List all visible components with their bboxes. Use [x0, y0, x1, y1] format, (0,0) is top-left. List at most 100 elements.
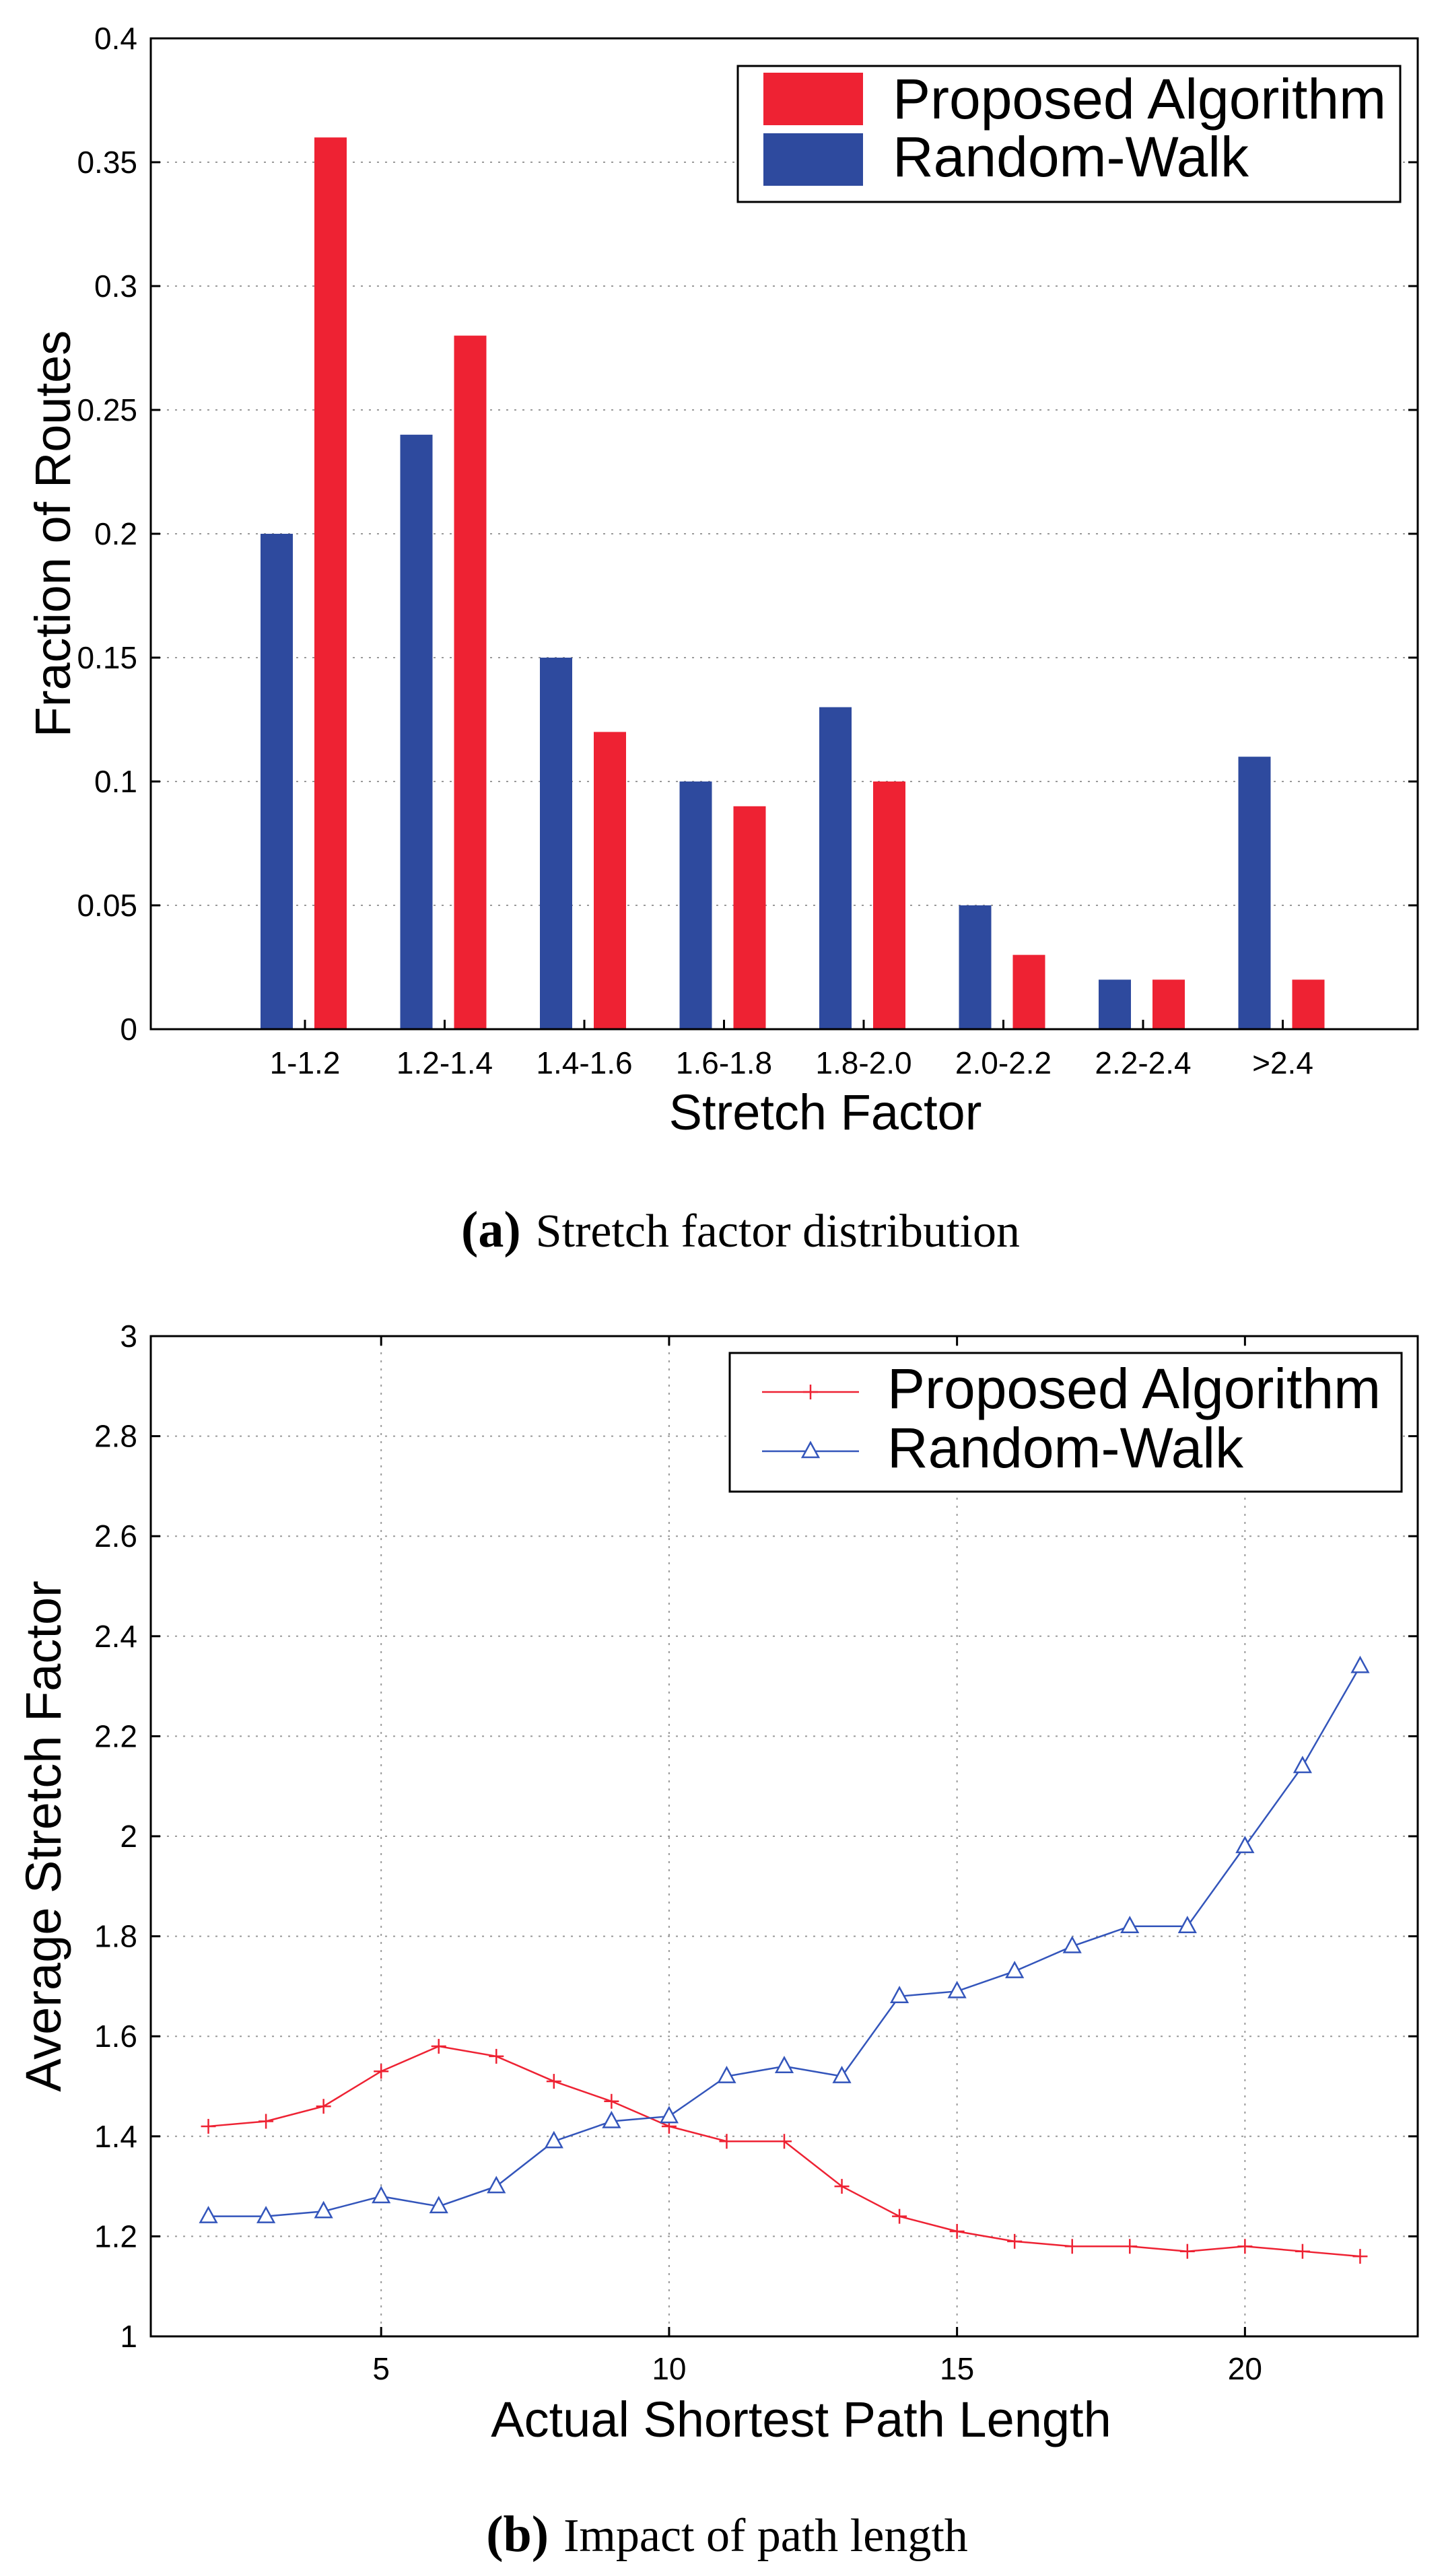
marker-triangle [1350, 1655, 1370, 1673]
marker-plus [949, 2223, 965, 2239]
bar [400, 434, 433, 1029]
caption-a-text: Stretch factor distribution [536, 1206, 1020, 1257]
caption-b: (b) Impact of path length [486, 2506, 968, 2563]
series-proposed-algorithm [201, 2039, 1368, 2264]
x-tick-label: >2.4 [1252, 1045, 1313, 1080]
marker-plus [1179, 2243, 1195, 2259]
bar [819, 707, 852, 1029]
caption-b-label: (b) [486, 2506, 549, 2563]
bar [1012, 954, 1045, 1029]
x-tick-label: 5 [372, 2351, 390, 2386]
y-tick-label: 0.4 [94, 21, 137, 56]
marker-triangle [717, 2066, 736, 2083]
marker-plus [834, 2179, 850, 2194]
x-tick-label: 20 [1228, 2351, 1262, 2386]
marker-triangle [1005, 1960, 1025, 1978]
y-tick-label: 1.6 [94, 2019, 137, 2054]
y-axis-label: Fraction of Routes [25, 330, 81, 738]
marker-triangle [1062, 1935, 1082, 1953]
y-tick-label: 0.1 [94, 764, 137, 799]
marker-plus [259, 2114, 274, 2129]
bar [1152, 979, 1185, 1029]
x-axis-label: Stretch Factor [669, 1084, 982, 1140]
marker-triangle [314, 2200, 333, 2219]
y-tick-label: 0.2 [94, 516, 137, 551]
legend: Proposed Algorithm Random-Walk [736, 65, 1402, 203]
bar [314, 137, 347, 1030]
y-tick-label: 0.25 [77, 392, 137, 427]
marker-triangle [544, 2130, 563, 2149]
marker-plus [201, 2118, 216, 2134]
grid-lines [151, 1336, 1418, 2336]
marker-triangle [774, 2056, 794, 2074]
caption-a: (a) Stretch factor distribution [461, 1202, 1020, 1258]
marker-triangle [199, 2206, 218, 2223]
y-tick-label: 0.3 [94, 269, 137, 304]
marker-plus [1007, 2233, 1023, 2249]
bar [261, 534, 293, 1029]
x-tick-label: 1.2-1.4 [397, 1045, 493, 1080]
marker-triangle [1293, 1755, 1313, 1774]
x-axis-ticks: 5 10 15 20 [372, 1336, 1262, 2386]
bar-chart-stretch-distribution: 0 0.05 0.1 0.15 0.2 0.25 0.3 0.35 0.4 1-1.2 1.2-1… [25, 21, 1419, 1258]
line-chart-path-length: 1 1.2 1.4 1.6 1.8 2 2.2 2.4 2.6 2.8 3 5 10 15 20 Prop… [15, 1319, 1419, 2563]
marker-triangle [947, 1980, 967, 1998]
series-random-walk [199, 1655, 1370, 2223]
marker-triangle [889, 1986, 909, 2004]
bar [679, 781, 712, 1029]
legend-swatch-proposed [763, 73, 863, 125]
marker-plus [1352, 2249, 1368, 2264]
marker-plus [1064, 2239, 1080, 2254]
marker-triangle [1235, 1836, 1255, 1854]
y-tick-label: 0 [120, 1012, 137, 1047]
bar [959, 905, 992, 1029]
y-tick-label: 2 [120, 1819, 137, 1854]
grid-lines [151, 162, 1418, 906]
marker-triangle [487, 2175, 506, 2194]
marker-plus [316, 2099, 331, 2114]
x-tick-label: 1.6-1.8 [676, 1045, 772, 1080]
y-axis-ticks: 0 0.05 0.1 0.15 0.2 0.25 0.3 0.35 0.4 [77, 21, 1418, 1047]
bar [733, 806, 766, 1029]
marker-triangle [1177, 1916, 1197, 1933]
y-tick-label: 2.2 [94, 1718, 137, 1753]
legend-marker-proposed [762, 1385, 859, 1399]
y-tick-label: 2.6 [94, 1519, 137, 1554]
bar [873, 781, 905, 1029]
legend-label-proposed: Proposed Algorithm [887, 1357, 1381, 1420]
marker-plus [546, 2074, 561, 2089]
legend-box [728, 1352, 1403, 1493]
y-tick-label: 2.4 [94, 1619, 137, 1654]
x-tick-label: 2.2-2.4 [1095, 1045, 1191, 1080]
bars [261, 137, 1325, 1030]
bar [454, 335, 487, 1030]
y-tick-label: 1.8 [94, 1919, 137, 1954]
marker-plus [1237, 2239, 1253, 2254]
x-axis-label: Actual Shortest Path Length [491, 2392, 1111, 2447]
x-tick-label: 1.8-2.0 [815, 1045, 911, 1080]
marker-plus [892, 2208, 907, 2224]
marker-plus [374, 2064, 389, 2079]
x-axis-ticks: 1-1.2 1.2-1.4 1.4-1.6 1.6-1.8 1.8-2.0 2.0-2.2… [270, 1020, 1313, 1080]
y-tick-label: 0.15 [77, 640, 137, 675]
marker-triangle [1120, 1916, 1140, 1933]
y-tick-label: 1.2 [94, 2219, 137, 2254]
marker-plus [1122, 2239, 1138, 2254]
bar [540, 658, 572, 1029]
marker-plus [604, 2093, 619, 2109]
y-tick-label: 2.8 [94, 1419, 137, 1454]
y-tick-label: 0.35 [77, 145, 137, 180]
marker-triangle [429, 2196, 448, 2214]
x-tick-label: 1-1.2 [270, 1045, 341, 1080]
marker-triangle [659, 2105, 679, 2124]
y-axis-label: Average Stretch Factor [15, 1580, 71, 2092]
legend-swatch-random-walk [763, 133, 863, 186]
marker-plus [431, 2039, 446, 2054]
marker-triangle [602, 2110, 621, 2128]
marker-plus [719, 2134, 734, 2149]
caption-b-text: Impact of path length [563, 2510, 968, 2562]
bar [594, 732, 626, 1029]
y-tick-label: 3 [120, 1319, 137, 1354]
marker-plus [489, 2048, 504, 2064]
